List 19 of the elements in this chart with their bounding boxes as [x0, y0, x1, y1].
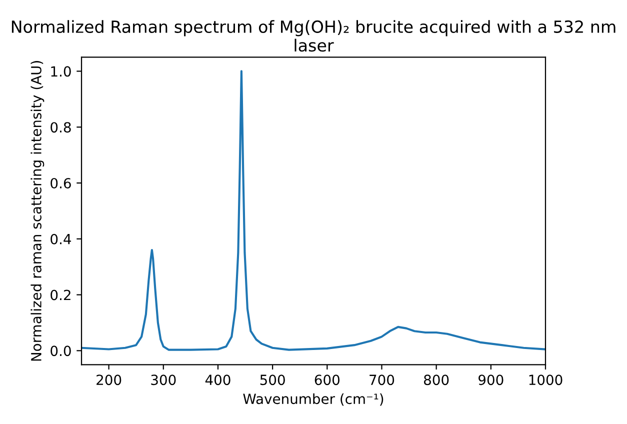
x-tick-label: 1000 [529, 374, 562, 386]
x-tick-label: 500 [260, 374, 285, 386]
y-axis-title: Normalized raman scattering intensity (AU) [30, 61, 44, 361]
y-tick-label: 0.0 [50, 346, 71, 356]
y-tick-label: 0.8 [50, 122, 71, 133]
x-axis-title: Wavenumber (cm⁻¹) [243, 393, 384, 406]
x-tick-label: 800 [424, 374, 449, 386]
y-tick-label: 1.0 [51, 66, 71, 77]
y-tick-label: 0.4 [50, 234, 72, 244]
y-tick-label: 0.6 [50, 178, 71, 188]
line-series [82, 70, 546, 351]
chart-title: Normalized Raman spectrum of Mg(OH)₂ brucite acquired with a 532 nm laser [12, 20, 616, 52]
x-tick-label: 300 [151, 374, 176, 386]
x-tick-label: 200 [96, 374, 122, 386]
x-tick-label: 600 [314, 374, 340, 386]
x-tick-label: 700 [370, 374, 394, 386]
y-tick-label: 0.2 [50, 290, 70, 300]
x-tick-label: 400 [205, 374, 230, 386]
x-tick-label: 900 [478, 374, 504, 386]
